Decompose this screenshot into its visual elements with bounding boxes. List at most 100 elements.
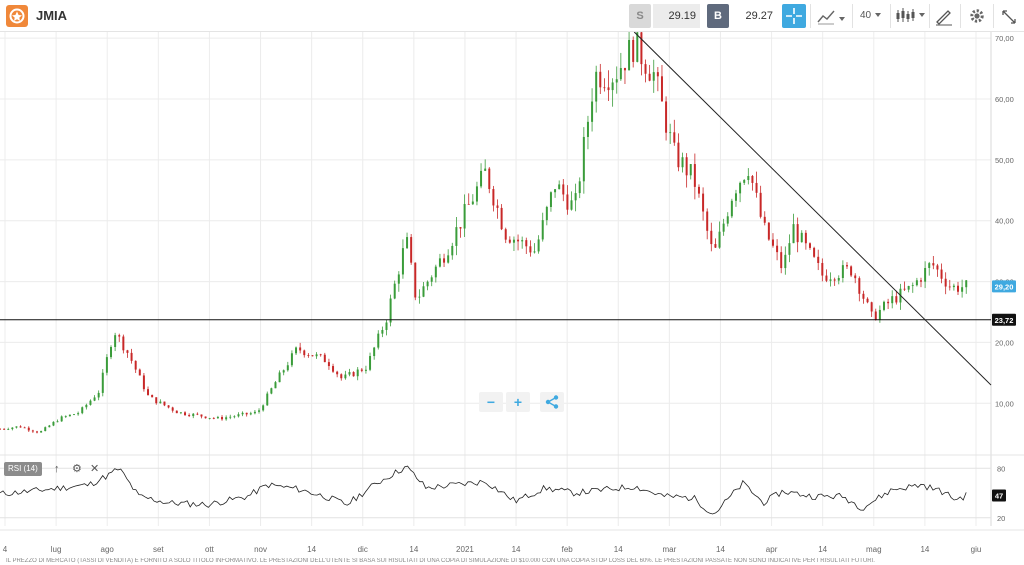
zoom-out-button[interactable]: − [479, 392, 503, 412]
crosshair-button[interactable] [782, 4, 806, 28]
period-selector[interactable]: 40 [855, 4, 887, 28]
candle-body [829, 279, 832, 281]
candle-body [451, 245, 454, 256]
candle-body [718, 231, 721, 248]
rsi-line [0, 465, 967, 515]
candle-body [488, 168, 491, 190]
candle-body [44, 427, 47, 432]
candle-body [443, 258, 446, 263]
price-chart[interactable]: 10,0020,0030,0040,0050,0060,0070,0029,20… [0, 32, 1024, 558]
candle-body [60, 416, 63, 422]
candle-body [957, 285, 960, 292]
buy-button[interactable]: B [707, 4, 729, 28]
candle-body [7, 429, 10, 430]
candle-body [81, 407, 84, 414]
candle-body [689, 164, 692, 176]
toolbar-divider [890, 4, 891, 28]
toolbar-divider [960, 4, 961, 28]
x-tick-label: mag [866, 545, 882, 554]
candle-body [965, 280, 968, 288]
candle-body [599, 71, 602, 88]
candle-body [467, 203, 470, 205]
sell-button[interactable]: S [629, 4, 651, 28]
candle-body [570, 200, 573, 210]
candle-body [924, 267, 927, 282]
candles-button[interactable] [893, 4, 927, 28]
candle-body [167, 405, 170, 408]
candle-body [3, 428, 6, 430]
candle-body [751, 176, 754, 183]
candle-body [508, 239, 511, 243]
gear-icon [970, 9, 984, 23]
support-line-tag-bg [992, 313, 1016, 326]
candle-body [40, 431, 43, 433]
expand-button[interactable] [998, 4, 1020, 28]
candle-body [706, 211, 709, 231]
candle-body [73, 414, 76, 416]
zoom-in-button[interactable]: + [506, 392, 530, 412]
candle-body [11, 427, 14, 430]
candle-body [241, 412, 244, 415]
period-label: 40 [860, 10, 872, 21]
candle-body [229, 416, 232, 418]
candle-body [784, 254, 787, 269]
candle-body [730, 200, 733, 217]
toolbar-divider [929, 4, 930, 28]
candle-body [311, 355, 314, 357]
candle-body [788, 243, 791, 255]
candle-body [919, 280, 922, 282]
candle-body [110, 346, 113, 358]
close-icon[interactable]: ✕ [90, 463, 100, 475]
gear-icon[interactable]: ⚙ [72, 463, 82, 475]
share-button[interactable] [540, 392, 564, 412]
candle-body [373, 347, 376, 357]
candle-body [307, 355, 310, 356]
candle-body [184, 412, 187, 416]
sell-price[interactable]: 29.19 [653, 4, 700, 28]
candle-body [155, 397, 158, 404]
candle-body [422, 286, 425, 297]
rsi-tick-label: 80 [997, 464, 1005, 473]
chart-type-icon [817, 10, 835, 25]
candle-body [327, 362, 330, 367]
candle-body [907, 285, 910, 290]
instrument-symbol: JMIA [36, 8, 68, 23]
y-tick-label: 20,00 [995, 338, 1014, 347]
candle-body [825, 275, 828, 281]
candle-body [813, 247, 816, 257]
candle-body [636, 32, 639, 62]
candles [0, 32, 968, 434]
minus-icon: − [486, 394, 496, 410]
candle-body [188, 415, 191, 417]
x-tick-label: 14 [307, 545, 316, 554]
arrow-up-icon[interactable]: ↑ [54, 463, 60, 475]
disclaimer-text: IL PREZZO DI MERCATO (TASSI DI VENDITA) … [6, 558, 875, 564]
candle-body [414, 262, 417, 298]
candle-body [714, 244, 717, 248]
buy-price[interactable]: 29.27 [745, 10, 773, 22]
toolbar-divider [810, 4, 811, 28]
candle-body [854, 275, 857, 279]
y-tick-label: 50,00 [995, 156, 1014, 165]
candle-body [401, 248, 404, 275]
candle-body [837, 277, 840, 281]
chart-type-button[interactable] [815, 4, 847, 28]
rsi-indicator-label[interactable]: RSI (14) [4, 462, 42, 476]
candle-body [216, 417, 219, 419]
settings-button[interactable] [966, 4, 988, 28]
candle-body [447, 255, 450, 263]
candle-body [237, 414, 240, 417]
x-tick-label: feb [562, 545, 574, 554]
candle-body [566, 194, 569, 210]
candle-body [763, 216, 766, 223]
candle-body [780, 252, 783, 269]
candle-body [734, 193, 737, 201]
candle-body [726, 216, 729, 224]
candle-body [545, 206, 548, 221]
candle-body [615, 79, 618, 83]
draw-button[interactable] [933, 4, 955, 28]
x-tick-label: lug [51, 545, 62, 554]
candle-body [623, 68, 626, 71]
candle-body [833, 279, 836, 281]
candle-body [208, 417, 211, 419]
